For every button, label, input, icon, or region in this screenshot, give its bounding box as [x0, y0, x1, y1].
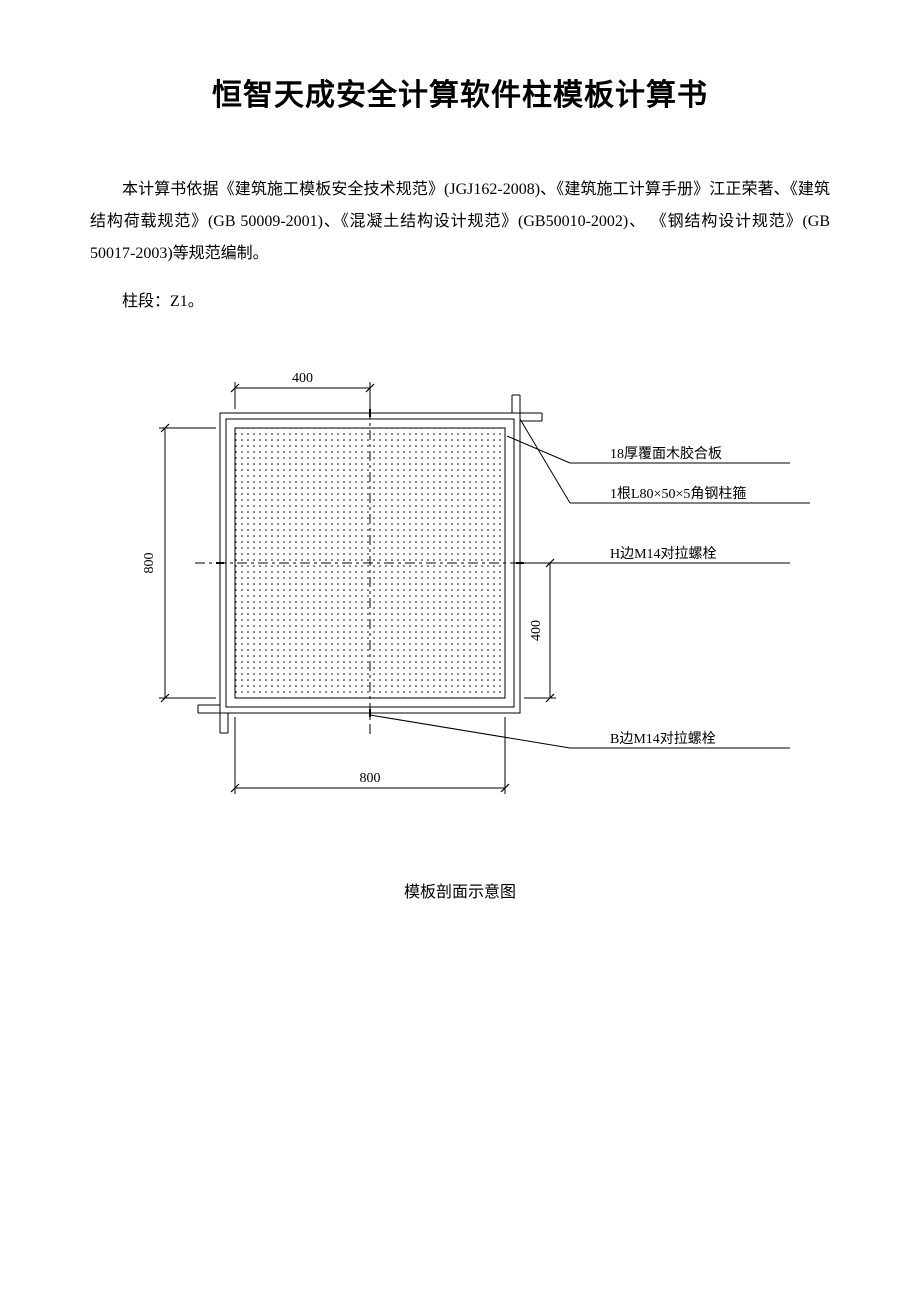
- svg-text:B边M14对拉螺栓: B边M14对拉螺栓: [610, 731, 716, 747]
- cross-section-diagram: 400 800 800 400 18厚覆面木胶合板 1根L80×50×5角钢柱箍 H边M14…: [90, 348, 830, 868]
- svg-text:1根L80×50×5角钢柱箍: 1根L80×50×5角钢柱箍: [610, 485, 746, 502]
- svg-text:400: 400: [529, 620, 544, 641]
- paragraph-2: 柱段：Z1。: [90, 286, 830, 318]
- svg-text:H边M14对拉螺栓: H边M14对拉螺栓: [610, 546, 717, 562]
- paragraph-1: 本计算书依据《建筑施工模板安全技术规范》(JGJ162-2008)、《建筑施工计…: [90, 174, 830, 270]
- diagram-caption: 模板剖面示意图: [90, 878, 830, 902]
- page: 恒智天成安全计算软件柱模板计算书 本计算书依据《建筑施工模板安全技术规范》(JG…: [0, 0, 920, 1301]
- svg-text:400: 400: [292, 371, 313, 386]
- diagram-container: 400 800 800 400 18厚覆面木胶合板 1根L80×50×5角钢柱箍 H边M14…: [90, 348, 830, 902]
- svg-text:800: 800: [142, 553, 157, 574]
- svg-text:800: 800: [360, 771, 381, 786]
- body-text: 本计算书依据《建筑施工模板安全技术规范》(JGJ162-2008)、《建筑施工计…: [90, 174, 830, 318]
- document-title: 恒智天成安全计算软件柱模板计算书: [90, 70, 830, 114]
- svg-text:18厚覆面木胶合板: 18厚覆面木胶合板: [610, 445, 722, 462]
